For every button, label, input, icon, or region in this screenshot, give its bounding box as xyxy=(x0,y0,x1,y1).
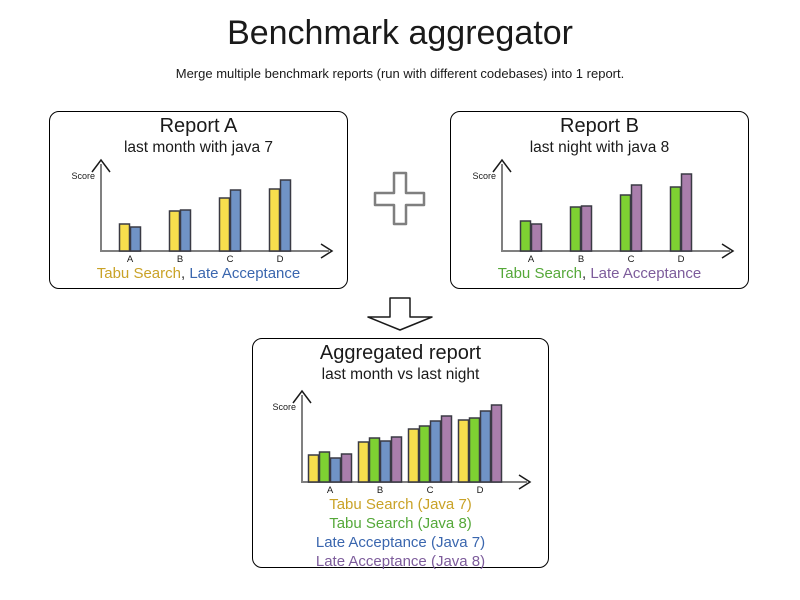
legend-entry: Late Acceptance (Java 8) xyxy=(315,553,486,570)
bar xyxy=(468,417,481,483)
legend-entry: Tabu Search (Java 7) xyxy=(329,496,472,513)
category-label: B xyxy=(177,254,183,265)
bar xyxy=(218,197,231,252)
bar xyxy=(407,428,420,483)
category-label: D xyxy=(477,485,484,496)
bar xyxy=(340,453,353,483)
y-axis-label: Score xyxy=(472,171,496,181)
bar xyxy=(429,420,442,483)
category-label: C xyxy=(628,254,635,265)
bar xyxy=(168,210,181,252)
legend-entry: Late Acceptance (Java 7) xyxy=(315,534,486,551)
category-label: D xyxy=(277,254,284,265)
arrow-down-icon xyxy=(367,297,433,331)
bar xyxy=(329,457,342,483)
category-label: D xyxy=(678,254,685,265)
bar xyxy=(530,223,543,252)
legend-entry: , xyxy=(581,265,591,282)
y-axis-label: Score xyxy=(272,402,296,412)
aggregated-legend: Tabu Search (Java 7) Tabu Search (Java 8)… xyxy=(253,495,548,571)
bar xyxy=(418,425,431,483)
bar xyxy=(390,436,403,483)
bar xyxy=(118,223,131,252)
aggregated-bar-chart: Score A B C D xyxy=(272,389,532,496)
report-a-bar-chart: Score A B C D xyxy=(71,158,334,265)
bar xyxy=(179,209,192,252)
bar xyxy=(479,410,492,483)
y-axis-label: Score xyxy=(71,171,95,181)
legend-entry: Tabu Search (Java 8) xyxy=(329,515,472,532)
report-a-legend: Tabu Search, Late Acceptance xyxy=(50,265,347,282)
legend-entry: Tabu Search xyxy=(96,265,181,282)
bar xyxy=(357,441,370,483)
bar xyxy=(669,186,682,252)
plus-icon xyxy=(373,171,426,226)
report-b-legend: Tabu Search, Late Acceptance xyxy=(451,265,748,282)
bar xyxy=(307,454,320,483)
page-subtitle: Merge multiple benchmark reports (run wi… xyxy=(175,66,625,81)
category-label: B xyxy=(377,485,383,496)
category-label: C xyxy=(227,254,234,265)
bar xyxy=(457,419,470,483)
bar xyxy=(318,451,331,483)
report-b-panel: Report B last night with java 8 Score A B C… xyxy=(450,111,749,289)
bar xyxy=(680,173,693,252)
bar xyxy=(129,226,142,252)
report-a-subtitle: last month with java 7 xyxy=(123,139,274,156)
bar xyxy=(368,437,381,483)
bar xyxy=(519,220,532,252)
page-title: Benchmark aggregator xyxy=(227,14,573,52)
report-b-title: Report B xyxy=(560,115,639,137)
category-label: B xyxy=(578,254,584,265)
aggregated-subtitle: last month vs last night xyxy=(321,366,480,383)
report-a-panel: Report A last month with java 7 Score A B C… xyxy=(49,111,348,289)
category-label: A xyxy=(327,485,334,496)
report-b-subtitle: last night with java 8 xyxy=(529,139,670,156)
legend-entry: Late Acceptance xyxy=(189,265,301,282)
bar xyxy=(580,205,593,252)
report-b-bar-chart: Score A B C D xyxy=(472,158,735,265)
bar xyxy=(569,206,582,252)
bar xyxy=(490,404,503,483)
bar xyxy=(279,179,292,252)
aggregated-title: Aggregated report xyxy=(319,342,482,364)
bar xyxy=(619,194,632,252)
bar xyxy=(440,415,453,483)
legend-entry: Tabu Search xyxy=(497,265,582,282)
aggregated-report-panel: Aggregated report last month vs last nig… xyxy=(252,338,549,571)
category-label: A xyxy=(528,254,535,265)
bar xyxy=(630,184,643,252)
bar xyxy=(229,189,242,252)
legend-entry: , xyxy=(180,265,190,282)
bar xyxy=(268,188,281,252)
legend-entry: Late Acceptance xyxy=(590,265,702,282)
bar xyxy=(379,440,392,483)
category-label: C xyxy=(427,485,434,496)
category-label: A xyxy=(127,254,134,265)
report-a-title: Report A xyxy=(159,115,238,137)
